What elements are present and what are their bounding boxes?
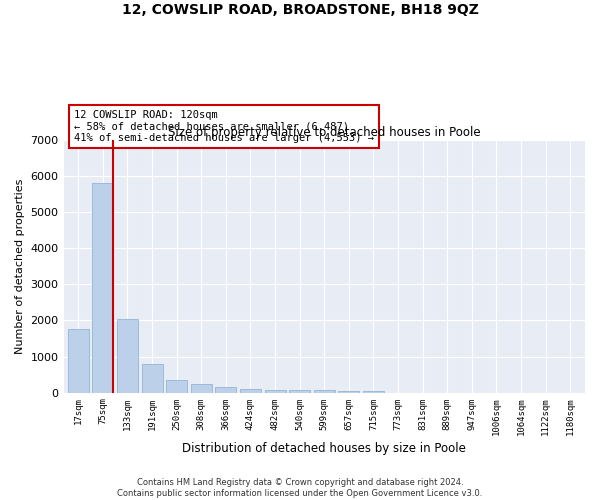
Bar [265,390,286,392]
Bar [240,388,261,392]
Bar [191,384,212,392]
Bar [117,318,138,392]
Bar [68,330,89,392]
X-axis label: Distribution of detached houses by size in Poole: Distribution of detached houses by size … [182,442,466,455]
Title: Size of property relative to detached houses in Poole: Size of property relative to detached ho… [168,126,481,139]
Bar [363,390,384,392]
Bar [92,184,113,392]
Y-axis label: Number of detached properties: Number of detached properties [15,178,25,354]
Bar [166,380,187,392]
Bar [314,390,335,392]
Bar [142,364,163,392]
Bar [289,390,310,392]
Bar [338,390,359,392]
Text: 12 COWSLIP ROAD: 120sqm
← 58% of detached houses are smaller (6,487)
41% of semi: 12 COWSLIP ROAD: 120sqm ← 58% of detache… [74,110,374,143]
Text: Contains HM Land Registry data © Crown copyright and database right 2024.
Contai: Contains HM Land Registry data © Crown c… [118,478,482,498]
Text: 12, COWSLIP ROAD, BROADSTONE, BH18 9QZ: 12, COWSLIP ROAD, BROADSTONE, BH18 9QZ [122,2,478,16]
Bar [215,387,236,392]
